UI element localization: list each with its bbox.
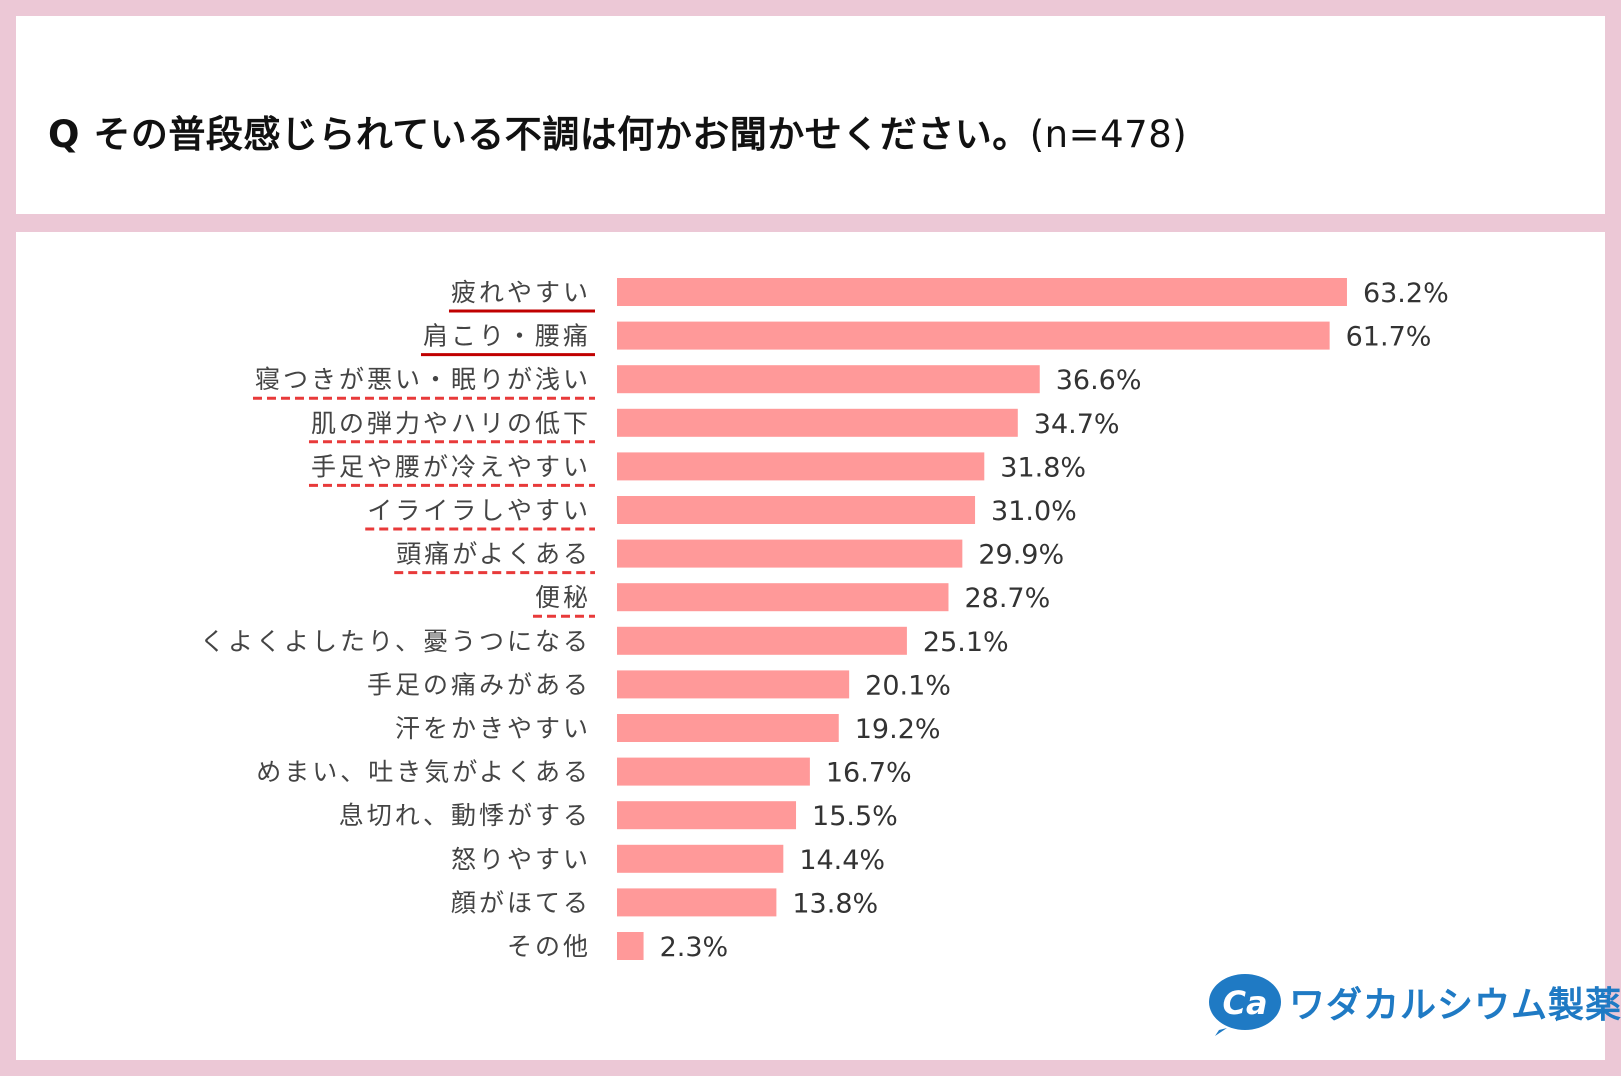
value-label: 14.4%: [799, 845, 885, 876]
bar: [617, 757, 810, 786]
bar: [617, 714, 839, 742]
bar: [617, 365, 1040, 394]
bar: [617, 932, 644, 960]
sample-size: (n=478): [1029, 113, 1188, 156]
value-label: 31.8%: [1000, 452, 1086, 483]
value-label: 63.2%: [1363, 278, 1449, 309]
bar: [617, 408, 1018, 437]
category-label: 怒りやすい: [451, 845, 591, 874]
category-label: 手足の痛みがある: [367, 670, 591, 699]
category-label: くよくよしたり、憂うつになる: [200, 627, 591, 656]
question-title: Q その普段感じられている不調は何かお聞かせください。(n=478): [48, 104, 1187, 158]
bar: [617, 321, 1330, 350]
value-label: 16.7%: [826, 758, 912, 789]
bar: [617, 844, 784, 873]
category-label: 息切れ、動悸がする: [339, 801, 591, 830]
bar: [617, 278, 1347, 306]
category-label: 顔がほてる: [451, 888, 591, 917]
question-header: Q その普段感じられている不調は何かお聞かせください。(n=478): [16, 16, 1605, 214]
category-label: めまい、吐き気がよくある: [256, 758, 591, 787]
category-label: 頭痛がよくある: [396, 540, 591, 569]
category-label: 手足や腰が冷えやすい: [311, 452, 591, 481]
value-label: 2.3%: [660, 932, 729, 963]
bar: [617, 801, 797, 830]
category-label: その他: [507, 932, 591, 961]
brand-mark-text: Ca: [1222, 984, 1267, 1022]
value-label: 31.0%: [991, 496, 1077, 527]
bar: [617, 583, 949, 612]
chart-panel: 疲れやすい 63.2% 肩こり・腰痛 61.7% 寝つきが悪い・眠りが浅い 36.6% 肌の…: [16, 232, 1605, 1060]
value-label: 29.9%: [978, 540, 1064, 571]
value-label: 34.7%: [1034, 409, 1120, 440]
bar: [617, 888, 777, 917]
category-label: 汗をかきやすい: [395, 714, 591, 743]
bar: [617, 670, 850, 699]
brand-logo: Ca ワダカルシウム製薬: [1205, 968, 1621, 1038]
category-label: 疲れやすい: [451, 278, 591, 307]
value-label: 25.1%: [923, 627, 1009, 658]
question-text: Q その普段感じられている不調は何かお聞かせください。: [48, 113, 1030, 156]
bar: [617, 452, 985, 481]
value-label: 19.2%: [855, 714, 941, 745]
value-label: 36.6%: [1056, 365, 1142, 396]
bar: [617, 539, 963, 568]
value-label: 13.8%: [792, 888, 878, 919]
bar: [617, 496, 976, 524]
value-label: 28.7%: [964, 583, 1050, 614]
brand-mark-icon: Ca: [1209, 974, 1281, 1036]
category-label: イライラしやすい: [367, 496, 591, 525]
brand-name: ワダカルシウム製薬: [1289, 985, 1621, 1026]
category-label: 寝つきが悪い・眠りが浅い: [255, 365, 591, 394]
category-label: 肌の弾力やハリの低下: [311, 409, 591, 438]
value-label: 15.5%: [812, 801, 898, 832]
bar: [617, 626, 907, 655]
value-label: 20.1%: [865, 670, 951, 701]
value-label: 61.7%: [1346, 322, 1432, 353]
category-label: 便秘: [535, 583, 591, 612]
category-label: 肩こり・腰痛: [423, 322, 591, 351]
horizontal-bar-chart: 疲れやすい 63.2% 肩こり・腰痛 61.7% 寝つきが悪い・眠りが浅い 36.6% 肌の…: [200, 278, 1449, 963]
